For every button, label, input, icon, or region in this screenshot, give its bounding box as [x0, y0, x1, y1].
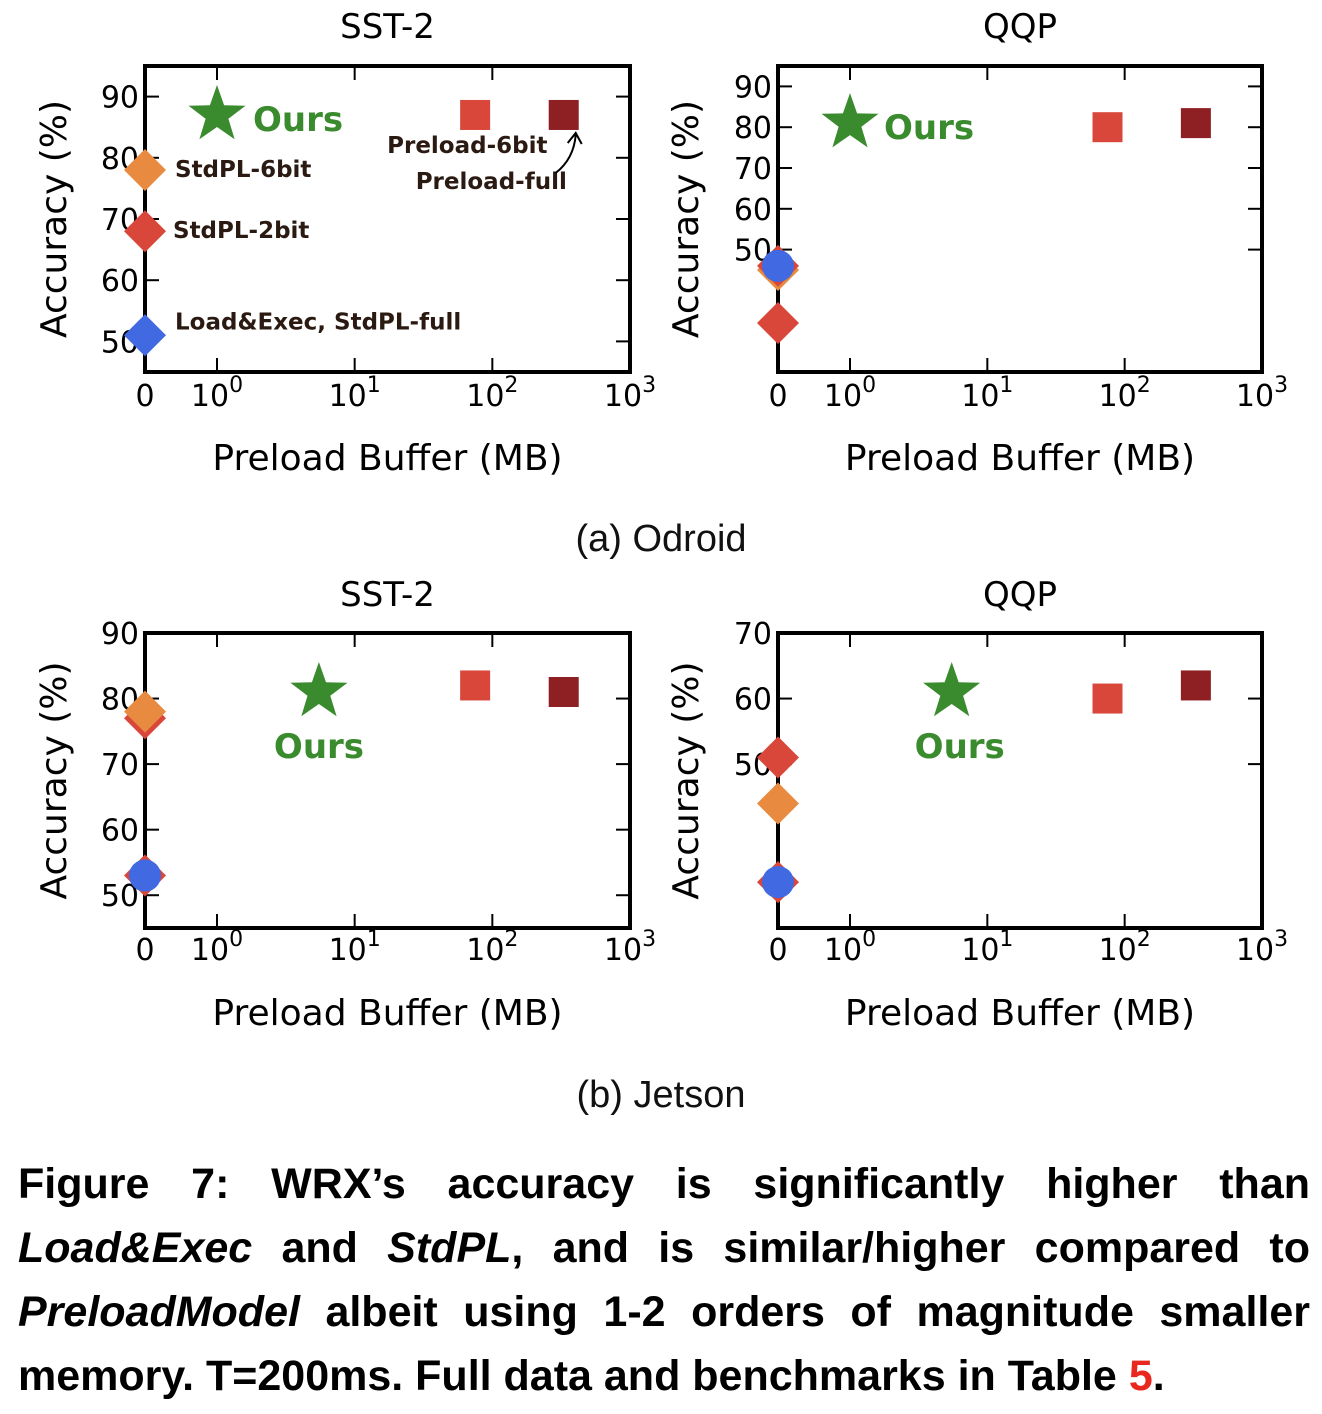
x-tick-label: 100 — [824, 927, 876, 968]
stdpl2-point — [124, 210, 166, 253]
y-tick-label: 60 — [101, 264, 139, 299]
caption-em-stdpl: StdPL — [387, 1224, 512, 1272]
loadexec-point — [762, 866, 794, 899]
stdpl2-label: StdPL-2bit — [173, 218, 309, 244]
x-axis-label: Preload Buffer (MB) — [212, 438, 562, 479]
y-axis-label: Accuracy (%) — [34, 100, 75, 338]
subcaption-odroid: (a) Odroid — [575, 518, 747, 560]
x-tick-label: 0 — [768, 379, 787, 414]
y-tick-label: 70 — [101, 748, 139, 783]
x-tick-label: 103 — [1236, 373, 1288, 414]
loadexec-point — [762, 249, 794, 282]
loadexec-point — [129, 859, 161, 892]
preloadfull-point — [548, 99, 579, 130]
x-tick-label: 100 — [824, 373, 876, 414]
y-axis-label: Accuracy (%) — [34, 661, 75, 899]
y-tick-label: 90 — [734, 70, 772, 105]
preload-full-arrow — [555, 134, 577, 174]
caption-text-2: and — [252, 1224, 388, 1272]
preload-full-arrowhead — [566, 131, 583, 145]
preload6-label: Preload-6bit — [387, 133, 547, 159]
chart-title: SST-2 — [340, 575, 435, 615]
preloadfull-point — [548, 677, 579, 707]
ours-label: Ours — [274, 727, 364, 767]
preload6-point — [1092, 683, 1123, 714]
x-tick-label: 100 — [191, 927, 243, 968]
y-tick-label: 90 — [101, 81, 139, 116]
x-axis-label: Preload Buffer (MB) — [845, 438, 1195, 479]
preloadfull-point — [1180, 108, 1211, 139]
preloadfull-label: Preload-full — [416, 169, 567, 195]
preload6-point — [460, 670, 491, 701]
x-tick-label: 0 — [135, 379, 154, 414]
x-tick-label: 102 — [466, 927, 518, 968]
y-tick-label: 60 — [101, 814, 139, 849]
chart-title: QQP — [983, 7, 1057, 47]
preload6-point — [1092, 112, 1123, 143]
subcaption-jetson: (b) Jetson — [576, 1074, 746, 1116]
stdpl6-point — [124, 149, 166, 192]
y-tick-label: 60 — [734, 193, 772, 228]
ours-label: Ours — [253, 100, 343, 140]
x-tick-label: 100 — [191, 373, 243, 414]
caption-em-preloadmodel: PreloadModel — [18, 1288, 300, 1336]
y-tick-label: 70 — [734, 617, 772, 652]
y-tick-label: 60 — [734, 683, 772, 718]
stdpl2-point — [757, 302, 799, 345]
preloadfull-point — [1180, 670, 1211, 701]
caption-table-ref[interactable]: 5 — [1128, 1352, 1153, 1400]
x-tick-label: 101 — [329, 373, 381, 414]
preload6-point — [460, 99, 491, 130]
y-tick-label: 90 — [101, 617, 139, 652]
plot-frame — [143, 631, 632, 930]
caption-text-4: albeit using 1-2 orders of magnitude sma… — [18, 1288, 1310, 1400]
x-tick-label: 103 — [604, 927, 656, 968]
x-tick-label: 101 — [961, 373, 1013, 414]
stdpl6-label: StdPL-6bit — [175, 157, 311, 183]
y-tick-label: 70 — [734, 152, 772, 187]
ours-point — [821, 93, 879, 148]
x-axis-label: Preload Buffer (MB) — [212, 993, 562, 1034]
ours-label: Ours — [915, 727, 1005, 767]
x-tick-label: 103 — [604, 373, 656, 414]
caption-label: Figure 7: — [18, 1160, 230, 1208]
stdpl6-point — [124, 690, 166, 733]
x-axis-label: Preload Buffer (MB) — [845, 993, 1195, 1034]
plot-frame — [776, 631, 1264, 930]
loadexec-circle-point — [131, 321, 159, 350]
x-tick-label: 101 — [329, 927, 381, 968]
stdpl6-point — [757, 782, 799, 825]
figure-caption: Figure 7: WRX’s accuracy is significantl… — [18, 1152, 1310, 1408]
y-tick-label: 80 — [734, 111, 772, 146]
x-tick-label: 103 — [1236, 927, 1288, 968]
chart-title: SST-2 — [340, 7, 435, 47]
x-tick-label: 102 — [1099, 373, 1151, 414]
chart-title: QQP — [983, 575, 1057, 615]
plot-frame — [776, 64, 1264, 374]
ours-label: Ours — [884, 108, 974, 148]
caption-text-1: WRX’s accuracy is significantly higher t… — [229, 1160, 1311, 1208]
x-tick-label: 102 — [466, 373, 518, 414]
ours-point — [188, 85, 246, 140]
caption-em-loadexec: Load&Exec — [18, 1224, 253, 1272]
x-tick-label: 102 — [1099, 927, 1151, 968]
caption-text-3: , and is similar/higher compared to — [511, 1224, 1311, 1272]
ours-point — [290, 662, 348, 717]
stdpl2-point — [757, 736, 799, 779]
loadexec-label: Load&Exec, StdPL-full — [175, 309, 461, 335]
caption-text-5: . — [1152, 1352, 1165, 1400]
ours-point — [923, 662, 981, 717]
y-axis-label: Accuracy (%) — [666, 661, 707, 899]
x-tick-label: 0 — [135, 933, 154, 968]
x-tick-label: 101 — [961, 927, 1013, 968]
y-axis-label: Accuracy (%) — [666, 100, 707, 338]
x-tick-label: 0 — [768, 933, 787, 968]
